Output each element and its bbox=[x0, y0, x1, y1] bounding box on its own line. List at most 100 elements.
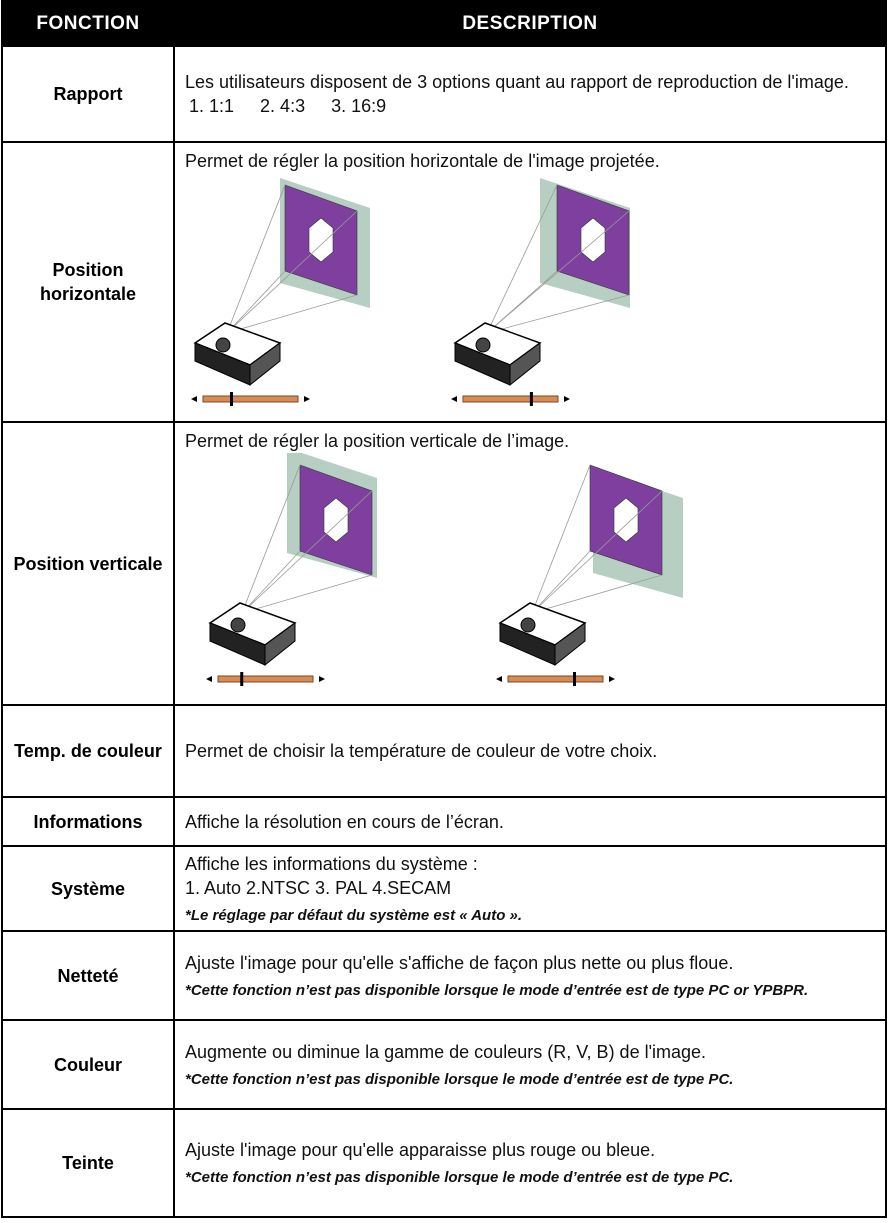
function-description: Permet de régler la position verticale d… bbox=[173, 421, 887, 706]
function-name: Couleur bbox=[1, 1019, 175, 1110]
hexagon bbox=[308, 217, 334, 263]
description-text: Affiche la résolution en cours de l’écra… bbox=[185, 811, 504, 832]
option: 2. 4:3 bbox=[260, 96, 306, 116]
projection-diagram bbox=[191, 178, 370, 406]
projection-ray bbox=[241, 464, 301, 614]
figures bbox=[185, 173, 875, 408]
slider-arrow bbox=[451, 396, 457, 402]
function-name: Système bbox=[1, 845, 175, 932]
note: *Le réglage par défaut du système est « … bbox=[185, 906, 523, 924]
projection-diagram bbox=[496, 464, 683, 686]
function-description: Permet de régler la position horizontale… bbox=[173, 141, 887, 423]
note: *Cette fonction n’est pas disponible lor… bbox=[185, 1070, 734, 1088]
slider-arrow bbox=[609, 676, 615, 682]
projection-ray bbox=[241, 490, 373, 614]
projection-ray bbox=[486, 270, 558, 334]
projector-side bbox=[509, 342, 541, 387]
table-row: Système Affiche les informations du systè… bbox=[1, 845, 887, 932]
function-name: Position verticale bbox=[1, 421, 175, 706]
function-description: Affiche les informations du système : 1. … bbox=[173, 845, 887, 932]
function-description: Permet de choisir la température de coul… bbox=[173, 704, 887, 798]
header-cell: FONCTION bbox=[1, 0, 175, 47]
slider-track bbox=[507, 675, 604, 683]
table-row: Rapport Les utilisateurs disposent de 3 o… bbox=[1, 45, 887, 143]
slider-arrow bbox=[319, 676, 325, 682]
function-description: Affiche la résolution en cours de l’écra… bbox=[173, 796, 887, 847]
header-cell: DESCRIPTION bbox=[173, 0, 887, 47]
hexagon bbox=[580, 217, 606, 263]
description-text: Augmente ou diminue la gamme de couleurs… bbox=[185, 1041, 707, 1062]
projector-lens bbox=[215, 337, 231, 353]
projector-lens bbox=[230, 617, 246, 633]
description-text: Les utilisateurs disposent de 3 options … bbox=[185, 72, 849, 92]
slider-arrow bbox=[191, 396, 197, 402]
function-name: Informations bbox=[1, 796, 175, 847]
table-row: Informations Affiche la résolution en cou… bbox=[1, 796, 887, 847]
projection-ray bbox=[486, 184, 558, 334]
slider-arrow bbox=[564, 396, 570, 402]
slider-track bbox=[202, 395, 299, 403]
function-description: Augmente ou diminue la gamme de couleurs… bbox=[173, 1019, 887, 1110]
description-text: Permet de régler la position horizontale… bbox=[185, 151, 660, 171]
description-text: Permet de régler la position verticale d… bbox=[185, 431, 570, 451]
slider-thumb bbox=[230, 392, 233, 406]
slider-thumb bbox=[240, 672, 244, 686]
table-row: Netteté Ajuste l'image pour qu'elle s'aff… bbox=[1, 930, 887, 1021]
description-text: Ajuste l'image pour qu'elle s'affiche de… bbox=[185, 952, 734, 973]
options: 1. 1:1 2. 4:3 3. 16:9 bbox=[185, 94, 875, 118]
slider-track bbox=[217, 675, 314, 683]
slider-track bbox=[462, 395, 559, 403]
projection-ray bbox=[531, 490, 663, 614]
projection-ray bbox=[226, 294, 358, 334]
projector-side bbox=[264, 622, 296, 667]
projection-ray bbox=[531, 574, 663, 614]
projection-ray bbox=[226, 270, 286, 334]
projection-ray bbox=[241, 574, 373, 614]
description-text: Permet de choisir la température de coul… bbox=[185, 741, 658, 761]
projection-ray bbox=[226, 210, 358, 334]
hexagon bbox=[613, 497, 639, 543]
projection-ray bbox=[226, 184, 286, 334]
slider-arrow bbox=[206, 676, 212, 682]
function-name: Position horizontale bbox=[1, 141, 175, 423]
projection-ray bbox=[486, 294, 630, 334]
projection-ray bbox=[486, 210, 630, 334]
function-name: Rapport bbox=[1, 45, 175, 143]
description-text: Ajuste l'image pour qu'elle apparaisse p… bbox=[185, 1140, 656, 1160]
table-row: Couleur Augmente ou diminue la gamme de c… bbox=[1, 1019, 887, 1110]
note: *Cette fonction n’est pas disponible lor… bbox=[185, 981, 809, 999]
description-text: Affiche les informations du système : bbox=[185, 853, 478, 874]
slider-arrow bbox=[496, 676, 502, 682]
figures bbox=[185, 453, 875, 688]
projection-ray bbox=[241, 550, 301, 614]
table-row: Temp. de couleur Permet de choisir la tem… bbox=[1, 704, 887, 798]
function-name: Teinte bbox=[1, 1108, 175, 1218]
note: *Cette fonction n’est pas disponible lor… bbox=[185, 1169, 734, 1186]
projector-lens bbox=[475, 337, 491, 353]
function-description: Ajuste l'image pour qu'elle s'affiche de… bbox=[173, 930, 887, 1021]
header-row: FONCTION DESCRIPTION bbox=[1, 0, 887, 47]
description-text: 1. Auto 2.NTSC 3. PAL 4.SECAM bbox=[185, 877, 452, 898]
table-row: Teinte Ajuste l'image pour qu'elle appara… bbox=[1, 1108, 887, 1218]
option: 3. 16:9 bbox=[331, 96, 387, 116]
projector-side bbox=[554, 622, 586, 667]
slider-thumb bbox=[529, 392, 533, 406]
function-name: Temp. de couleur bbox=[1, 704, 175, 798]
option: 1. 1:1 bbox=[189, 96, 235, 116]
projection-diagram bbox=[451, 178, 630, 406]
slider-thumb bbox=[573, 672, 576, 686]
function-description: Ajuste l'image pour qu'elle apparaisse p… bbox=[173, 1108, 887, 1218]
projection-diagram bbox=[206, 453, 377, 686]
projector-lens bbox=[520, 617, 536, 633]
projection-ray bbox=[531, 550, 591, 614]
projection-ray bbox=[531, 464, 591, 614]
slider-arrow bbox=[304, 396, 310, 402]
function-description: Les utilisateurs disposent de 3 options … bbox=[173, 45, 887, 143]
projector-side bbox=[249, 342, 281, 387]
function-name: Netteté bbox=[1, 930, 175, 1021]
table-row: Position horizontale Permet de régler la … bbox=[1, 141, 887, 423]
hexagon bbox=[323, 497, 349, 543]
table-row: Position verticale Permet de régler la po… bbox=[1, 421, 887, 706]
